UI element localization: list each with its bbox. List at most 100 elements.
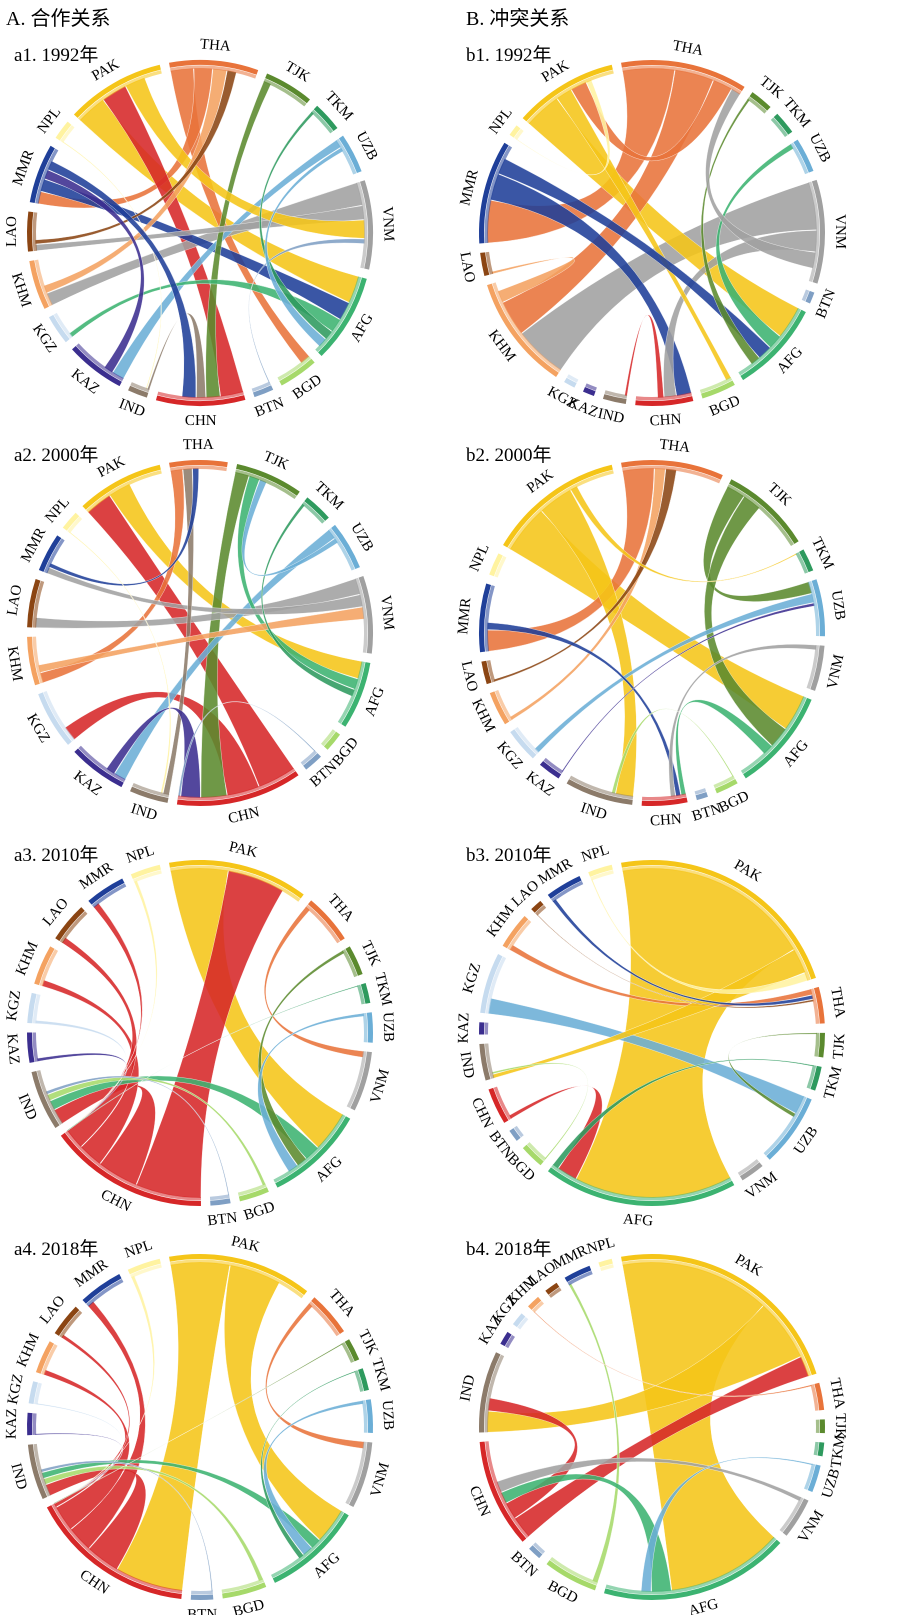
node-label-lao: LAO xyxy=(456,251,477,284)
chord-diagram-b3: PAKTHATJKTKMUZBVNMAFGBGDBTNCHNINDKAZKGZK… xyxy=(456,842,849,1230)
node-label-uzb: UZB xyxy=(819,1467,843,1500)
node-label-afg: AFG xyxy=(362,685,388,719)
node-arc-afg xyxy=(272,1512,349,1583)
node-arc-tjk xyxy=(236,464,300,496)
node-arc-afg xyxy=(318,277,367,357)
node-label-tjk: TJK xyxy=(756,73,786,102)
node-arc-tjk xyxy=(345,946,363,976)
node-label-pak: PAK xyxy=(227,839,259,861)
node-arc-khm xyxy=(29,260,50,309)
node-track-kgz xyxy=(53,312,73,339)
node-arc-npl xyxy=(489,553,503,577)
node-arc-pak xyxy=(522,64,613,122)
node-label-npl: NPL xyxy=(585,1235,617,1258)
column-a-title: A. 合作关系 xyxy=(6,8,111,30)
chord-diagram-b1: THATJKTKMUZBVNMBTNAFGBGDCHNINDKAZKGZKHML… xyxy=(456,38,848,430)
node-arc-npl xyxy=(509,125,521,138)
ribbon-pak-chn xyxy=(116,1261,231,1592)
chord-panel-b3: b3. 2010年 PAK THA TJK TKM UZB VNM AFG BGD BTN CHN… xyxy=(452,818,882,1230)
node-label-kgz: KGZ xyxy=(5,1372,27,1405)
ribbon-tkm-chn xyxy=(66,985,359,1132)
node-track-tha xyxy=(622,65,742,95)
chord-panel-a2: a2. 2000年 THA TJK TKM UZB VNM AFG BGD BTN CHN IND… xyxy=(0,418,430,827)
node-track-tkm xyxy=(770,117,788,138)
node-arc-tha xyxy=(621,59,745,92)
ribbon-tha-vnm xyxy=(265,1303,365,1449)
node-track-npl xyxy=(590,870,614,881)
node-arc-kaz xyxy=(583,387,596,396)
node-arc-tha xyxy=(311,1297,345,1334)
node-label-uzb: UZB xyxy=(379,1400,397,1431)
node-track-tkm xyxy=(806,1065,817,1089)
node-track-ind xyxy=(132,782,170,798)
node-arc-afg xyxy=(275,1116,351,1188)
node-arc-chn xyxy=(176,771,299,806)
node-arc-uzb xyxy=(793,139,814,173)
node-arc-khm xyxy=(27,636,40,686)
node-arc-bgd xyxy=(222,1582,267,1599)
node-track-ind xyxy=(36,1070,63,1125)
node-arc-kgz xyxy=(510,729,537,759)
node-arc-npl xyxy=(598,1258,613,1268)
chord-panel-a3: a3. 2010年 PAK THA TJK TKM UZB VNM AFG BGD BTN CHN… xyxy=(0,818,430,1229)
node-arc-bgd xyxy=(701,380,735,399)
node-track-tkm xyxy=(354,1370,364,1392)
node-arc-uzb xyxy=(366,1012,373,1043)
node-track-afg xyxy=(605,1536,777,1595)
node-track-afg xyxy=(273,1114,346,1183)
node-arc-lao xyxy=(54,1306,80,1336)
node-track-lao xyxy=(59,1310,83,1339)
node-arc-tha xyxy=(169,59,259,75)
node-label-lao: LAO xyxy=(458,660,481,694)
node-track-tjk xyxy=(814,1032,820,1057)
node-label-chn: CHN xyxy=(185,413,217,429)
node-arc-lao xyxy=(545,1282,560,1295)
node-label-ind: IND xyxy=(117,396,148,421)
node-label-pak: PAK xyxy=(89,56,122,84)
node-label-ind: IND xyxy=(129,801,159,824)
node-track-bgd xyxy=(320,729,336,747)
node-track-chn xyxy=(177,767,296,801)
node-label-pak: PAK xyxy=(95,453,128,481)
node-arc-chn xyxy=(60,1132,201,1206)
node-arc-pak xyxy=(621,1254,817,1376)
node-arc-npl xyxy=(55,121,72,141)
node-track-kaz xyxy=(32,1413,37,1436)
node-track-npl xyxy=(600,1264,614,1272)
node-arc-tha xyxy=(307,900,345,942)
node-track-ind xyxy=(130,382,150,393)
ribbon-uzb-kgz xyxy=(534,593,815,753)
node-track-btn xyxy=(300,750,318,766)
node-label-vnm: VNM xyxy=(832,214,848,249)
ribbon-pak-bgd xyxy=(556,89,732,381)
node-track-afg xyxy=(337,661,365,724)
node-label-tha: THA xyxy=(826,1377,847,1410)
node-track-tkm xyxy=(311,109,334,134)
chord-diagram-a1: THATJKTKMUZBVNMAFGBGDBTNCHNINDKAZKGZKHML… xyxy=(4,36,397,429)
node-track-mmr xyxy=(567,1270,593,1286)
node-track-uzb xyxy=(803,1463,816,1490)
node-label-afg: AFG xyxy=(687,1596,720,1615)
node-arc-mmr xyxy=(29,145,55,204)
node-arc-bgd xyxy=(522,1144,544,1166)
node-arc-khm xyxy=(34,946,55,986)
node-track-khm xyxy=(32,636,44,684)
node-label-tha: THA xyxy=(827,986,848,1019)
node-arc-uzb xyxy=(365,1399,373,1433)
node-arc-uzb xyxy=(338,135,362,174)
node-arc-chn xyxy=(635,396,694,407)
node-arc-vnm xyxy=(358,575,374,654)
ribbons xyxy=(486,467,817,798)
node-track-ind xyxy=(484,1354,505,1433)
panel-title: a1. 1992年 xyxy=(14,45,99,66)
node-track-uzb xyxy=(327,528,355,571)
ribbons xyxy=(486,1261,814,1593)
node-arc-kgz xyxy=(27,992,37,1024)
node-label-tha: THA xyxy=(183,437,214,453)
node-arc-chn xyxy=(488,1087,509,1123)
node-label-tjk: TJK xyxy=(261,448,291,473)
node-label-ind: IND xyxy=(7,1461,29,1491)
node-arc-tjk xyxy=(265,73,310,104)
node-arc-pak xyxy=(73,64,161,118)
node-label-vnm: VNM xyxy=(377,594,397,631)
